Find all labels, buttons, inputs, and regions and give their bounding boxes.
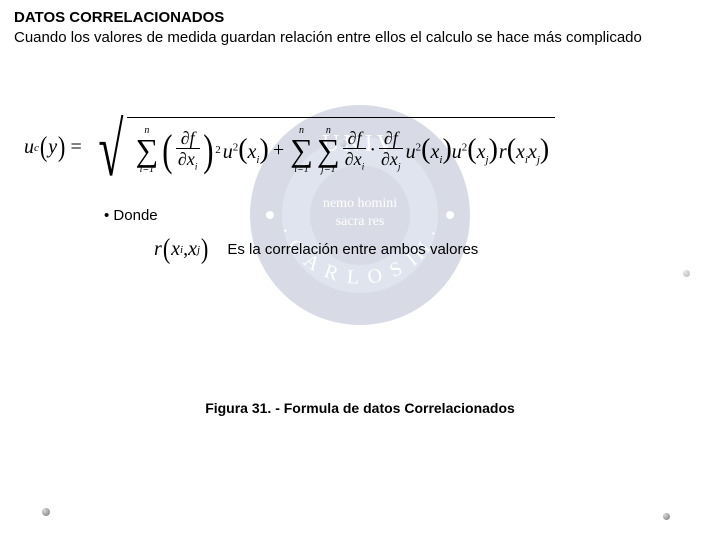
- sum-1: n ∑ i=1: [135, 126, 158, 175]
- sum-2b: n ∑ j=1: [317, 126, 340, 175]
- deco-bullet-icon: [663, 513, 670, 520]
- donde-desc: Es la correlación entre ambos valores: [227, 241, 478, 258]
- donde-label: Donde: [113, 207, 157, 224]
- u2-xj: u2(xj): [452, 134, 498, 166]
- formula-block: uc (y) = √ n ∑ i=1 ( ∂f ∂xi )2: [14, 117, 706, 179]
- lhs-arg: y: [48, 136, 57, 159]
- lhs-u: u: [24, 136, 34, 159]
- section-title: DATOS CORRELACIONADOS: [14, 8, 706, 28]
- partial-2j: ∂f ∂xj: [379, 129, 403, 173]
- section-subtitle: Cuando los valores de medida guardan rel…: [14, 28, 706, 48]
- rparen: ): [58, 132, 65, 164]
- figure-caption: Figura 31. - Formula de datos Correlacio…: [0, 400, 720, 416]
- main-formula: uc (y) = √ n ∑ i=1 ( ∂f ∂xi )2: [14, 117, 706, 179]
- deco-bullet-icon: [42, 508, 50, 516]
- partial-1: ∂f ∂xi: [176, 129, 200, 173]
- donde-bullet: •: [104, 207, 113, 224]
- u2-xi-2: u2(xi): [406, 134, 452, 166]
- u2-xi: u2(xi): [223, 134, 269, 166]
- lhs-sub: c: [34, 142, 39, 154]
- radicand: n ∑ i=1 ( ∂f ∂xi )2 u2(xi) +: [127, 117, 555, 179]
- radical-sign: √: [98, 122, 123, 179]
- partial-2i: ∂f ∂xi: [343, 129, 367, 173]
- sqrt: √ n ∑ i=1 ( ∂f ∂xi )2 u2(xi): [90, 117, 556, 179]
- r-symbol: r: [154, 238, 162, 261]
- slide-page: DATOS CORRELACIONADOS Cuando los valores…: [0, 0, 720, 540]
- eq-sign: =: [70, 136, 81, 159]
- deco-bullet-icon: [683, 270, 690, 277]
- donde-block: • Donde r ( xi , xj ) Es la correlación …: [14, 207, 706, 266]
- big-rparen-1: ): [203, 133, 213, 168]
- r-term: r(xixj): [499, 134, 549, 166]
- plus-sign: +: [273, 139, 284, 162]
- sum-2a: n ∑ i=1: [290, 126, 313, 175]
- lparen: (: [40, 132, 47, 164]
- big-lparen-1: (: [162, 133, 172, 168]
- donde-formula-row: r ( xi , xj ) Es la correlación entre am…: [104, 234, 706, 266]
